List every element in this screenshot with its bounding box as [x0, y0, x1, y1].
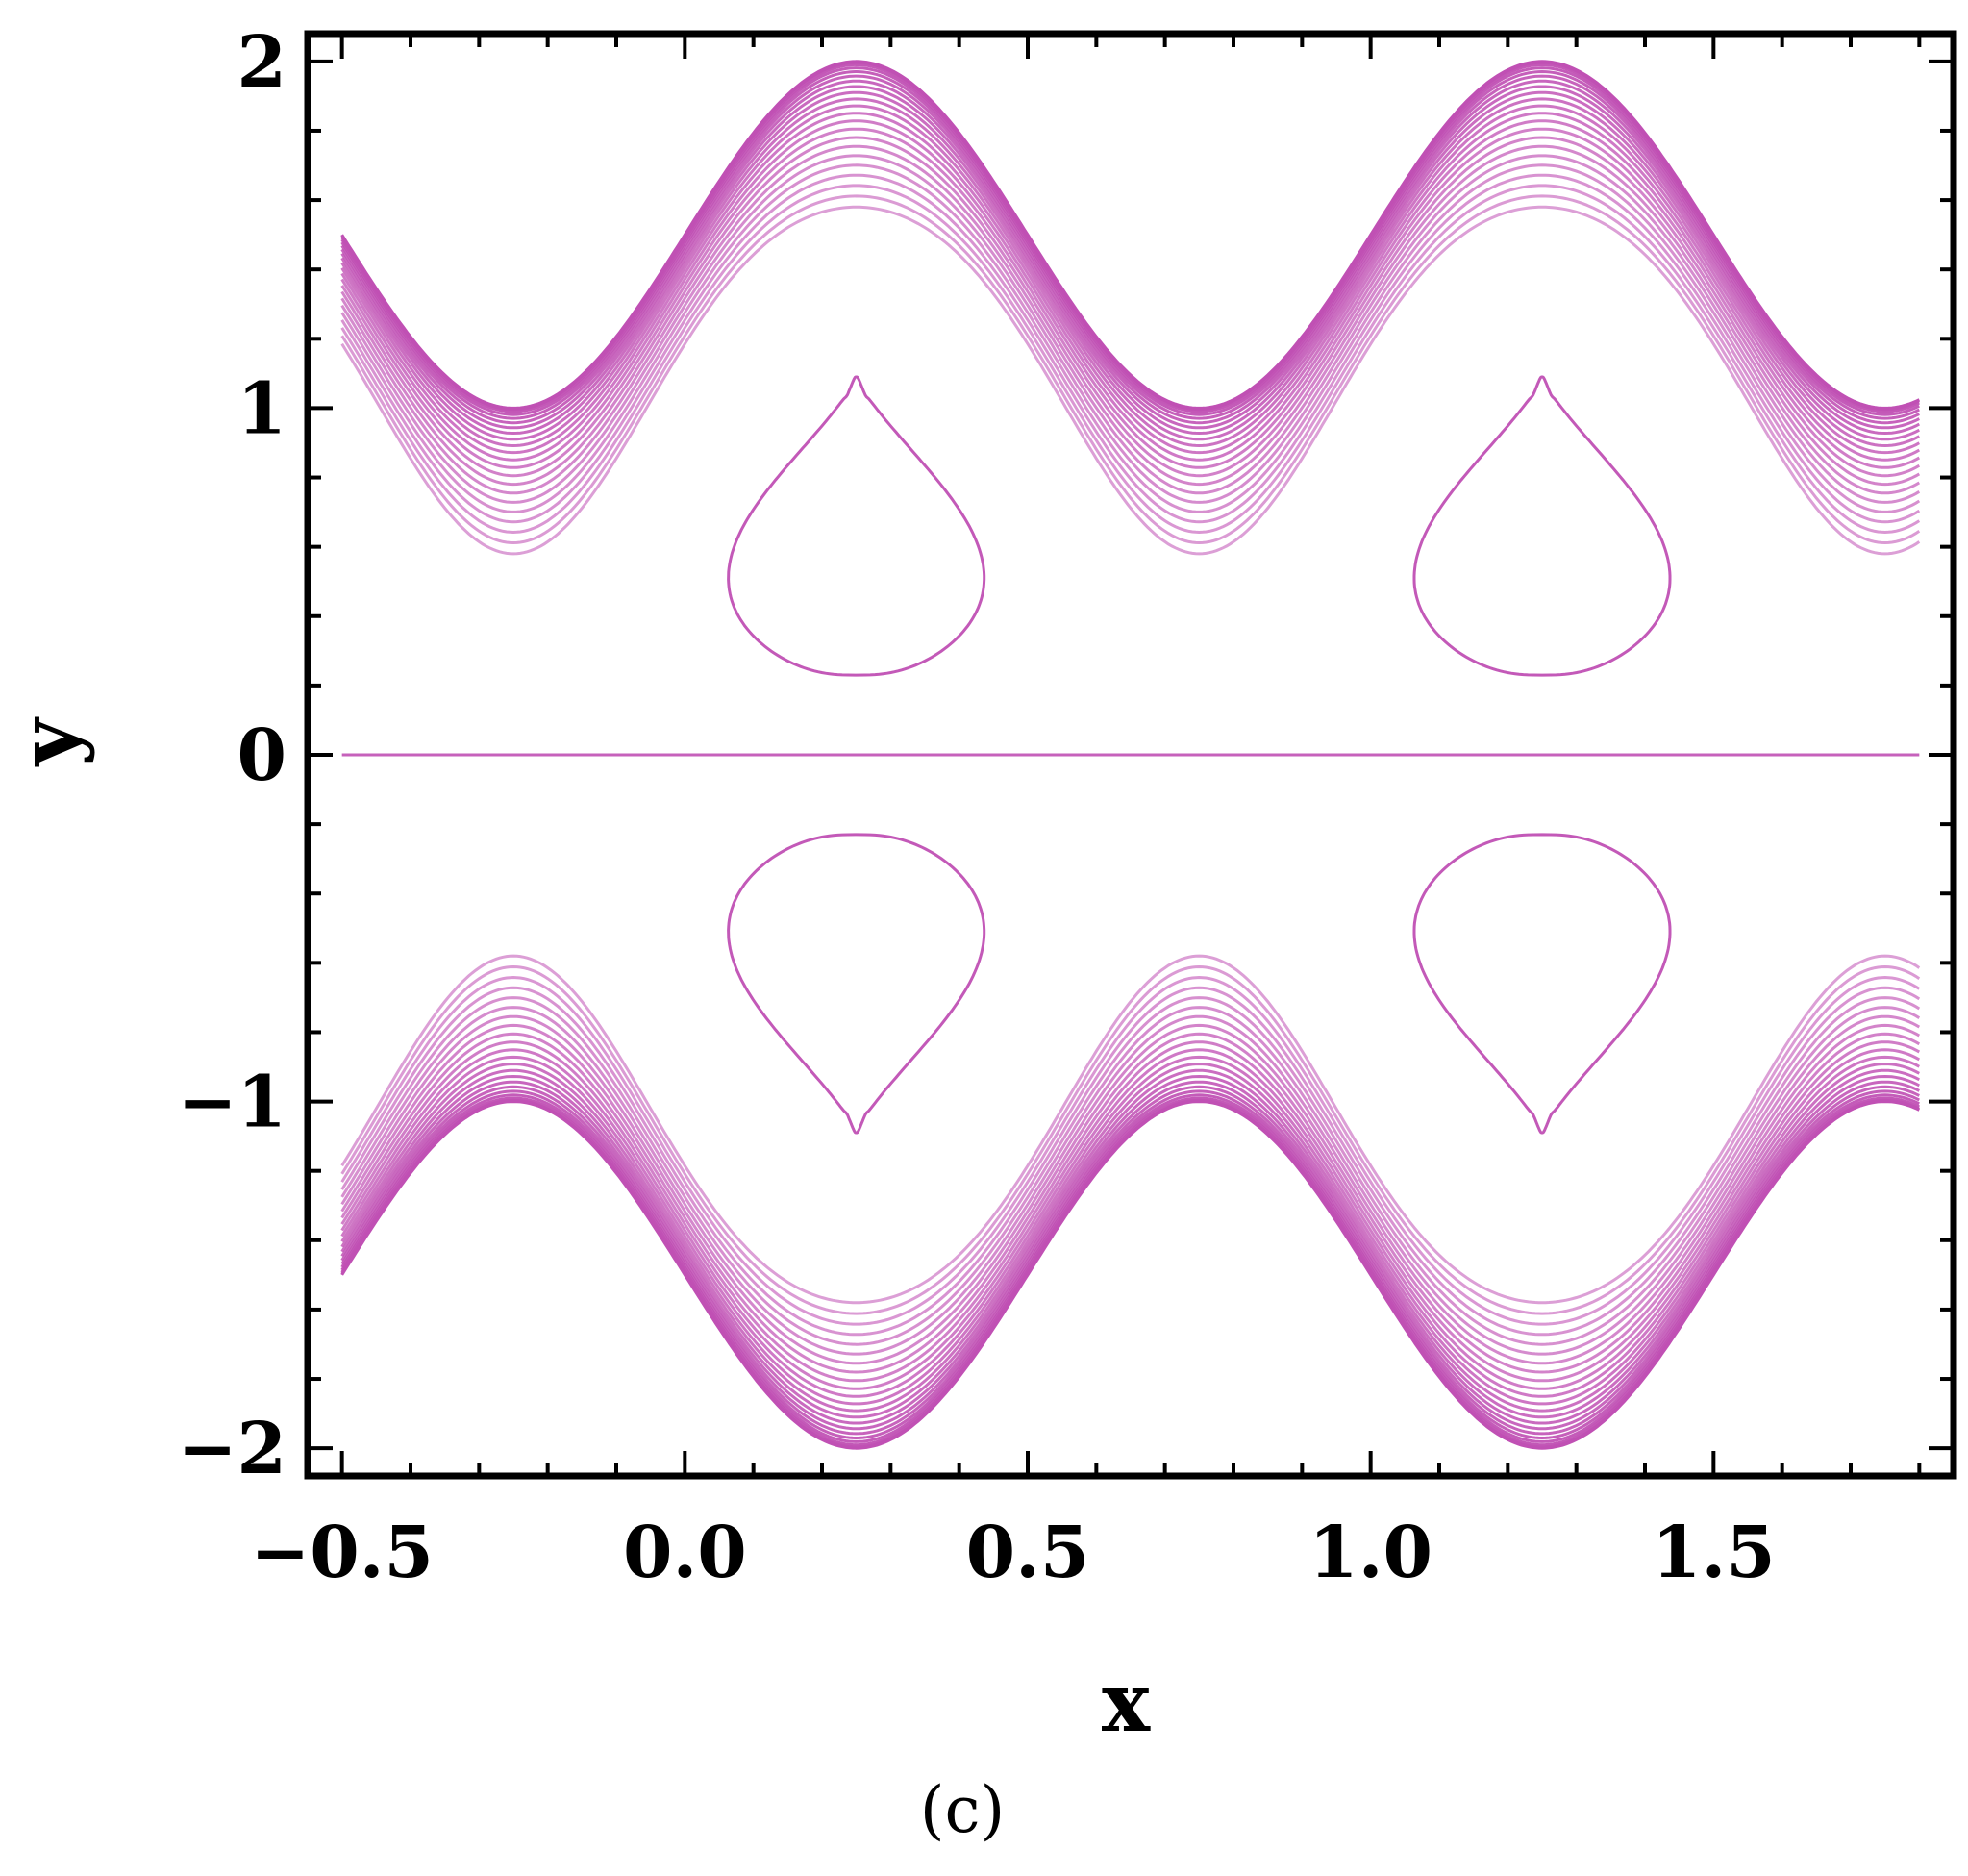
upper-wall-streamline	[340, 66, 1920, 416]
upper-wall-streamline	[340, 74, 1920, 425]
upper-wall-streamline	[340, 173, 1921, 524]
upper-wall-streamline	[340, 60, 1920, 410]
y-tick-label: 0	[237, 714, 287, 797]
upper-wall-streamline	[340, 69, 1920, 420]
lower-wall-streamline	[340, 1023, 1921, 1374]
upper-wall-streamline	[340, 205, 1921, 556]
upper-wall-streamline	[340, 85, 1920, 436]
figure-caption: (c)	[920, 1773, 1005, 1847]
lower-wall-streamline	[340, 1040, 1921, 1390]
upper-wall-streamline	[340, 104, 1921, 455]
lower-wall-streamline	[340, 1093, 1920, 1443]
axis-ticks	[308, 34, 1954, 1476]
lower-wall-streamline	[340, 986, 1921, 1337]
trapped-bolus-4	[1412, 833, 1672, 1135]
lower-wall-streamline	[340, 1068, 1920, 1419]
lower-wall-streamline	[340, 1032, 1921, 1383]
upper-wall-streamline	[340, 97, 1920, 448]
lower-wall-streamline	[340, 1080, 1920, 1431]
lower-wall-streamline	[340, 1048, 1921, 1398]
plot-area	[304, 30, 1957, 1480]
lower-wall-streamline	[340, 975, 1921, 1326]
x-tick-label: 1.0	[1308, 1512, 1432, 1594]
upper-wall-streamline	[340, 194, 1921, 545]
upper-wall-streamline	[340, 144, 1921, 495]
x-tick-label: 0.0	[623, 1512, 747, 1594]
upper-wall-streamline	[340, 127, 1921, 478]
upper-wall-streamline	[340, 119, 1921, 469]
lower-wall-streamline	[340, 1085, 1920, 1436]
trapped-bolus-2	[1412, 375, 1672, 677]
upper-wall-streamline	[340, 136, 1921, 487]
lower-wall-streamline	[340, 1014, 1921, 1365]
lower-wall-streamline	[340, 1055, 1921, 1406]
x-tick-label: 0.5	[966, 1512, 1090, 1594]
y-tick-label: 1	[237, 367, 287, 450]
lower-wall-streamline	[340, 1006, 1921, 1356]
upper-wall-streamline	[340, 154, 1921, 504]
y-axis-title: y	[1, 716, 96, 767]
lower-wall-streamline	[340, 1100, 1920, 1450]
upper-wall-streamline	[340, 90, 1920, 441]
upper-wall-streamline	[340, 79, 1920, 430]
upper-wall-streamline	[340, 112, 1921, 462]
x-tick-label: −0.5	[250, 1512, 434, 1594]
upper-wall-streamline	[340, 184, 1921, 535]
upper-wall-streamline	[340, 163, 1921, 513]
tick-labels: −0.5 0.0 0.5 1.0 1.5 −2 −1 0 1 2	[178, 21, 1776, 1594]
x-axis-title: x	[1102, 1655, 1151, 1750]
y-tick-label: −1	[178, 1062, 287, 1144]
lower-wall-streamline	[340, 1089, 1920, 1440]
y-tick-label: −2	[178, 1408, 287, 1490]
trapped-bolus-3	[727, 833, 986, 1135]
y-tick-label: 2	[237, 21, 287, 104]
lower-wall-streamline	[340, 1062, 1920, 1413]
contour-lines	[340, 60, 1921, 1450]
trapped-bolus-1	[727, 375, 986, 677]
lower-wall-streamline	[340, 964, 1921, 1315]
lower-wall-streamline	[340, 954, 1921, 1305]
lower-wall-streamline	[340, 1074, 1920, 1425]
lower-wall-streamline	[340, 996, 1921, 1346]
x-tick-label: 1.5	[1652, 1512, 1776, 1594]
